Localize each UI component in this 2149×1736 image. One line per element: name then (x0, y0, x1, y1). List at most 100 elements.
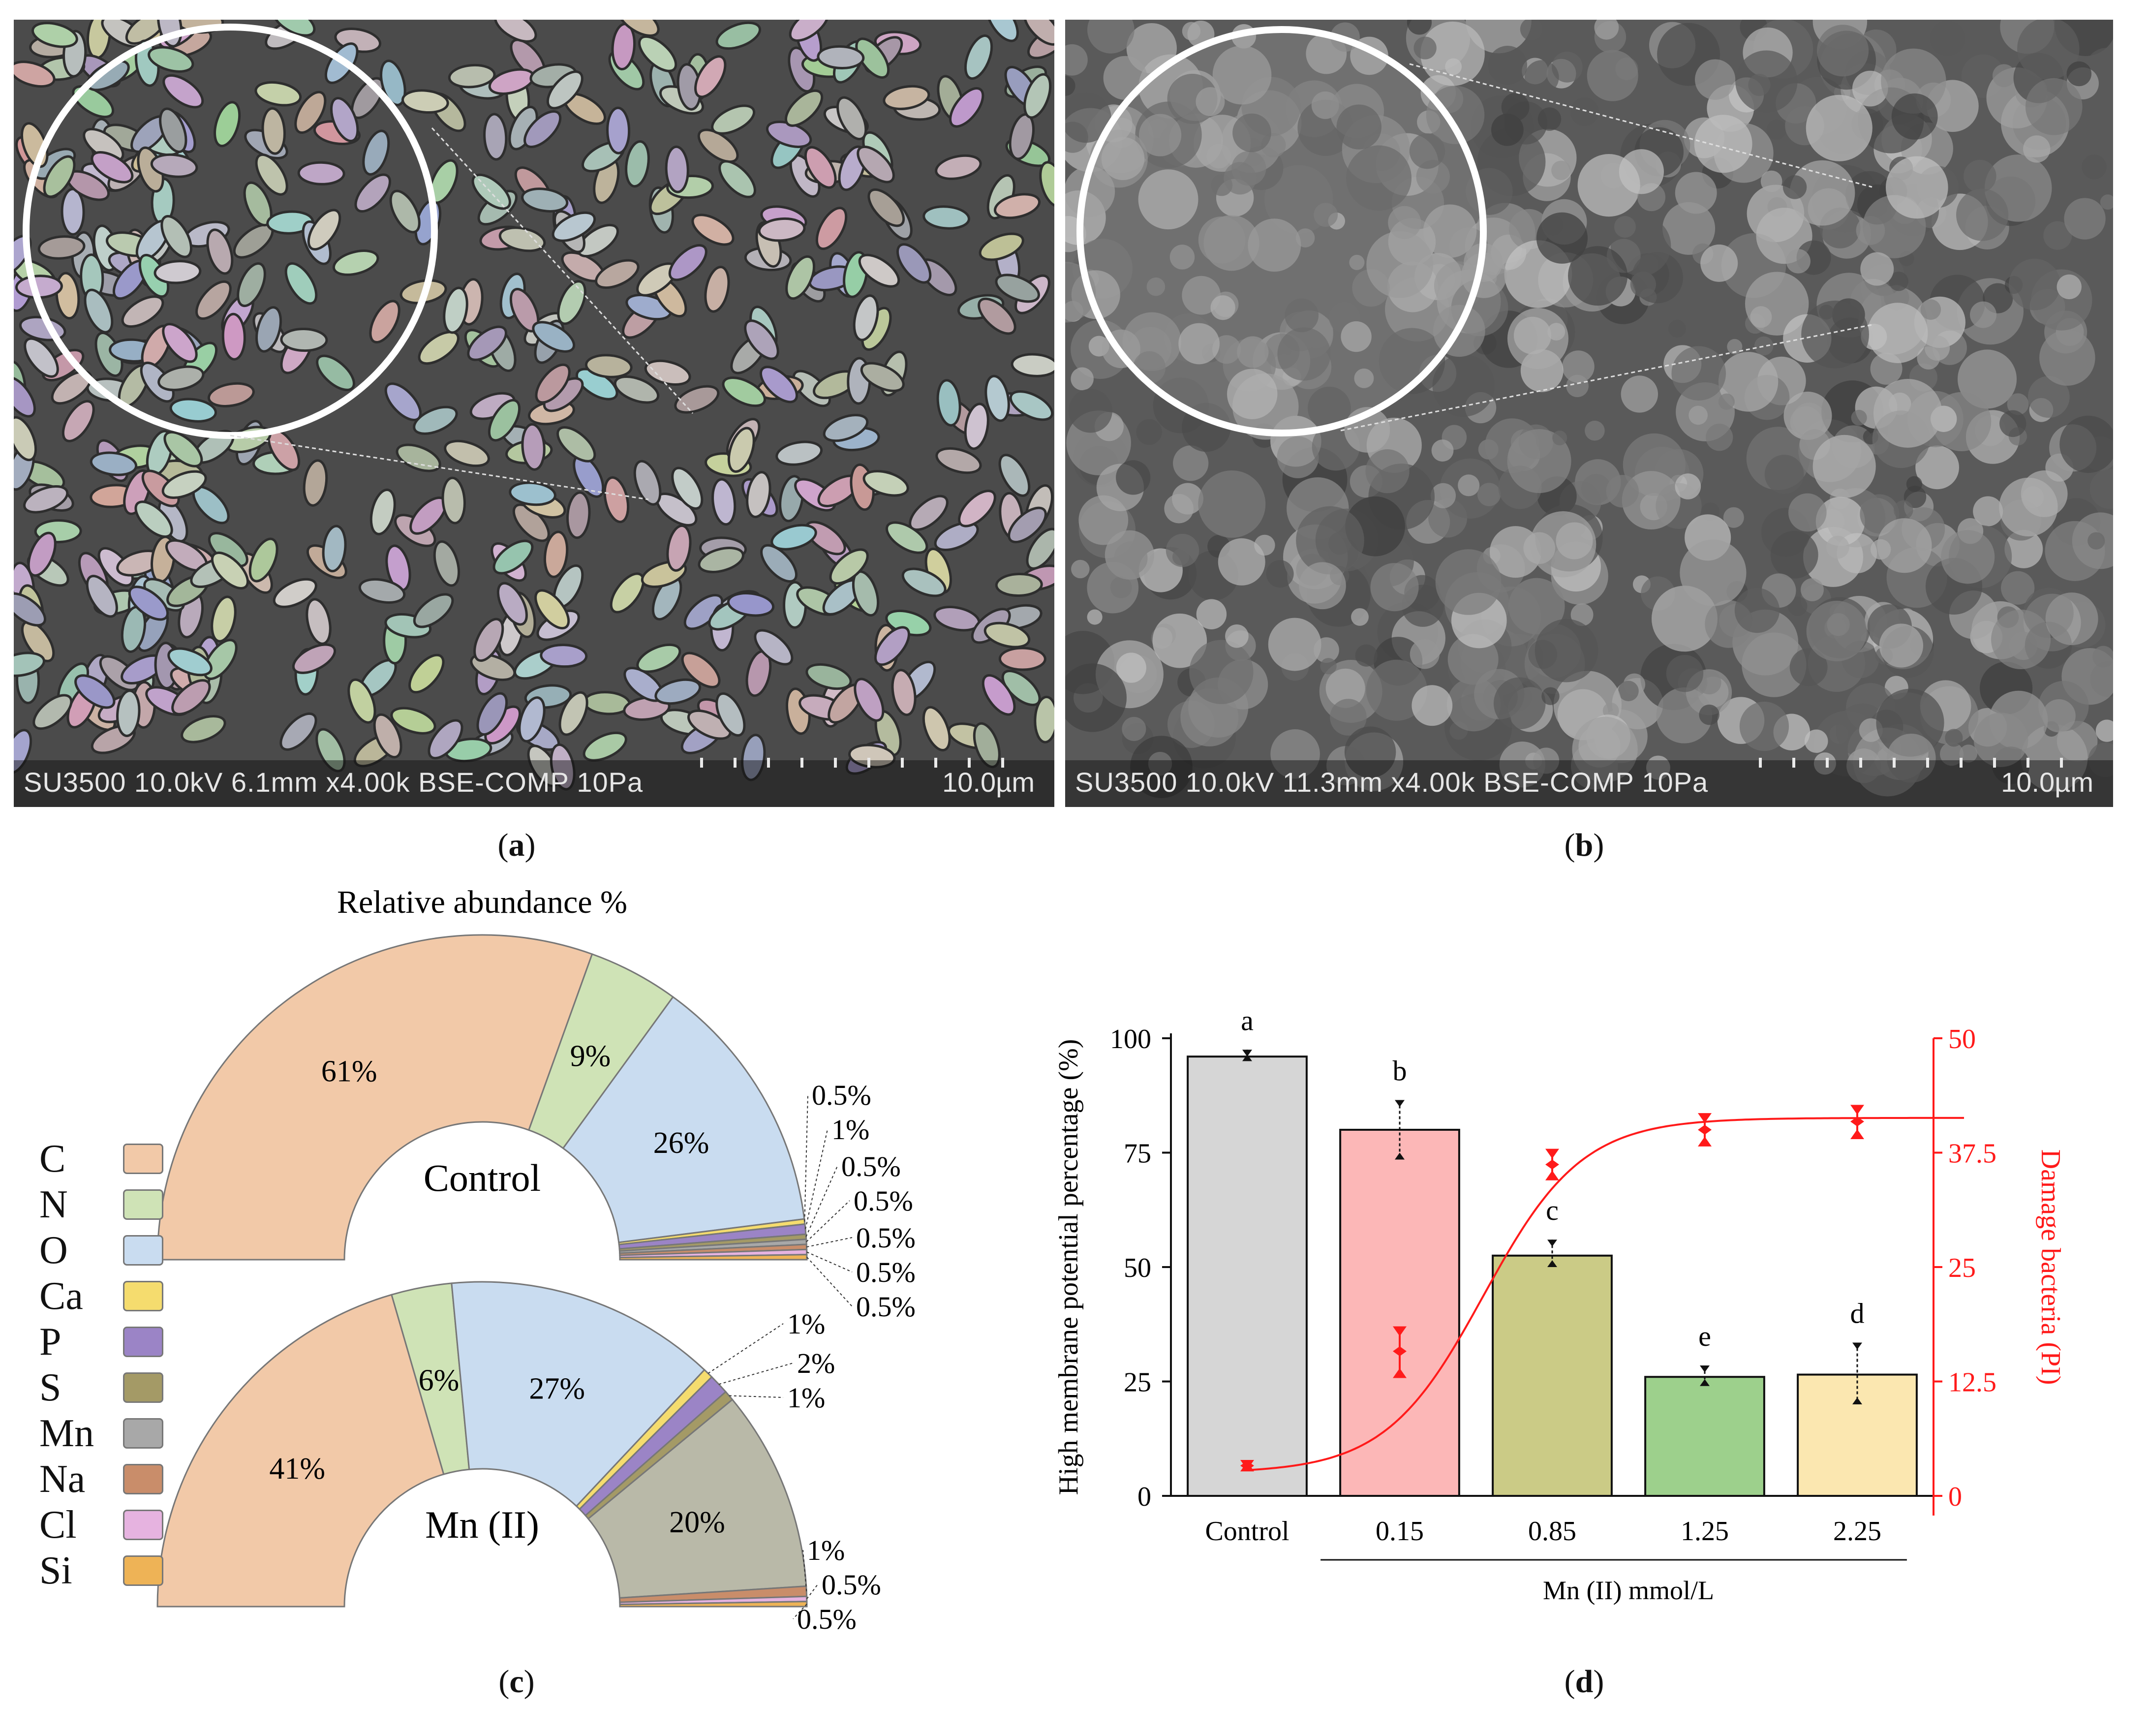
significance-letter: e (1698, 1320, 1711, 1352)
bacterium-cell (546, 70, 583, 110)
bacterium-cell (14, 729, 32, 775)
surface-texture (1412, 685, 1453, 726)
bacterium-cell (727, 592, 775, 617)
surface-texture (1189, 640, 1254, 704)
surface-texture (2064, 198, 2106, 240)
surface-texture (2045, 592, 2098, 646)
surface-texture (1131, 228, 1153, 250)
surface-texture (1087, 609, 1103, 625)
surface-texture (1423, 204, 1477, 258)
surface-texture (1346, 145, 1412, 211)
error-cap (1700, 1379, 1710, 1386)
bacterium-cell (936, 379, 961, 427)
bacterium-cell (162, 323, 198, 363)
bacterium-cell (566, 491, 591, 539)
surface-texture (1817, 25, 1869, 77)
bacterium-cell (668, 244, 707, 281)
sem-info-text: SU3500 10.0kV 6.1mm x4.00k BSE-COMP 10Pa (24, 767, 644, 798)
bacterium-cell (1023, 73, 1052, 119)
surface-texture (1198, 216, 1246, 264)
surface-texture (1956, 188, 2009, 241)
bacterium-cell (373, 713, 402, 759)
surface-texture (1706, 424, 1733, 451)
bacterium-cell (125, 20, 167, 45)
y-axis-label: High membrane potential percentage (%) (1053, 1039, 1084, 1495)
surface-texture (1431, 439, 1454, 462)
surface-texture (2023, 135, 2051, 163)
surface-texture (1365, 449, 1410, 494)
bacterium-cell (154, 260, 202, 284)
surface-texture (2066, 61, 2092, 87)
bacterium-cell (254, 81, 302, 107)
surface-texture (2082, 154, 2107, 180)
bacterium-cell (128, 586, 169, 621)
surface-texture (2027, 376, 2070, 418)
significance-letter: c (1546, 1194, 1559, 1226)
bacterium-cell (995, 572, 1043, 597)
surface-texture (1877, 518, 1932, 573)
bacterium-cell (727, 427, 755, 473)
surface-texture (1873, 379, 1942, 448)
y2-tick-label: 50 (1948, 1024, 1976, 1054)
surface-texture (1662, 202, 1716, 255)
caption-c: (c) (498, 1664, 535, 1700)
bar-0.15 (1339, 1129, 1460, 1497)
surface-texture (1594, 20, 1619, 40)
surface-texture (1122, 716, 1146, 741)
bacterium-cell (614, 375, 660, 404)
bacterium-cell (746, 471, 771, 519)
bar-Control (1187, 1055, 1308, 1497)
bar-1.25 (1644, 1376, 1765, 1497)
zoom-fill (1080, 30, 1483, 433)
slice-label: 0.5% (854, 1185, 913, 1217)
x-tick-label: Control (1205, 1516, 1289, 1547)
surface-texture (2025, 78, 2083, 135)
error-cap (1852, 1342, 1862, 1350)
zoom-line (1340, 324, 1873, 432)
leader-line (806, 1251, 853, 1272)
surface-texture (1889, 272, 1908, 291)
x-tick-label: 0.85 (1528, 1516, 1576, 1547)
error-cap (1242, 1050, 1252, 1057)
x-tick-label: 0.15 (1376, 1516, 1424, 1547)
pi-point (1545, 1159, 1559, 1170)
surface-texture (1668, 320, 1686, 338)
legend-label: Ca (39, 1274, 83, 1318)
bacterium-cell (671, 466, 704, 510)
legend-swatch (123, 1327, 163, 1357)
error-cap (1395, 1100, 1405, 1107)
bacterium-cell (674, 385, 720, 414)
surface-texture (2004, 529, 2043, 568)
legend-swatch (123, 1372, 163, 1403)
pi-error-cap (1545, 1148, 1559, 1159)
bacterium-cell (369, 488, 396, 535)
surface-texture (1065, 166, 1115, 217)
slice-label: 1% (831, 1114, 869, 1146)
bacterium-cell (552, 211, 596, 242)
legend-label: N (39, 1183, 68, 1226)
surface-texture (1535, 619, 1598, 682)
surface-texture (1893, 500, 1913, 520)
slice-C (156, 1294, 445, 1608)
surface-texture (2001, 571, 2035, 605)
slice-C (156, 934, 593, 1261)
zoom-line (431, 127, 694, 414)
surface-texture (1407, 20, 1432, 35)
bacterium-cell (23, 485, 69, 514)
bacterium-cell (874, 626, 910, 666)
surface-texture (1881, 48, 1946, 114)
bar-2.25 (1797, 1373, 1918, 1497)
surface-texture (1718, 352, 1779, 412)
surface-texture (1750, 306, 1772, 328)
bacterium-cell (885, 521, 928, 554)
surface-texture (1806, 600, 1867, 661)
surface-texture (1520, 20, 1543, 41)
surface-texture (1285, 298, 1319, 333)
bacterium-cell (603, 476, 630, 524)
surface-texture (1788, 493, 1827, 532)
surface-texture (2088, 743, 2113, 777)
bacterium-cell (237, 262, 266, 308)
slice-label: 1% (787, 1308, 825, 1340)
surface-texture (1536, 212, 1588, 264)
bacterium-cell (698, 547, 744, 573)
